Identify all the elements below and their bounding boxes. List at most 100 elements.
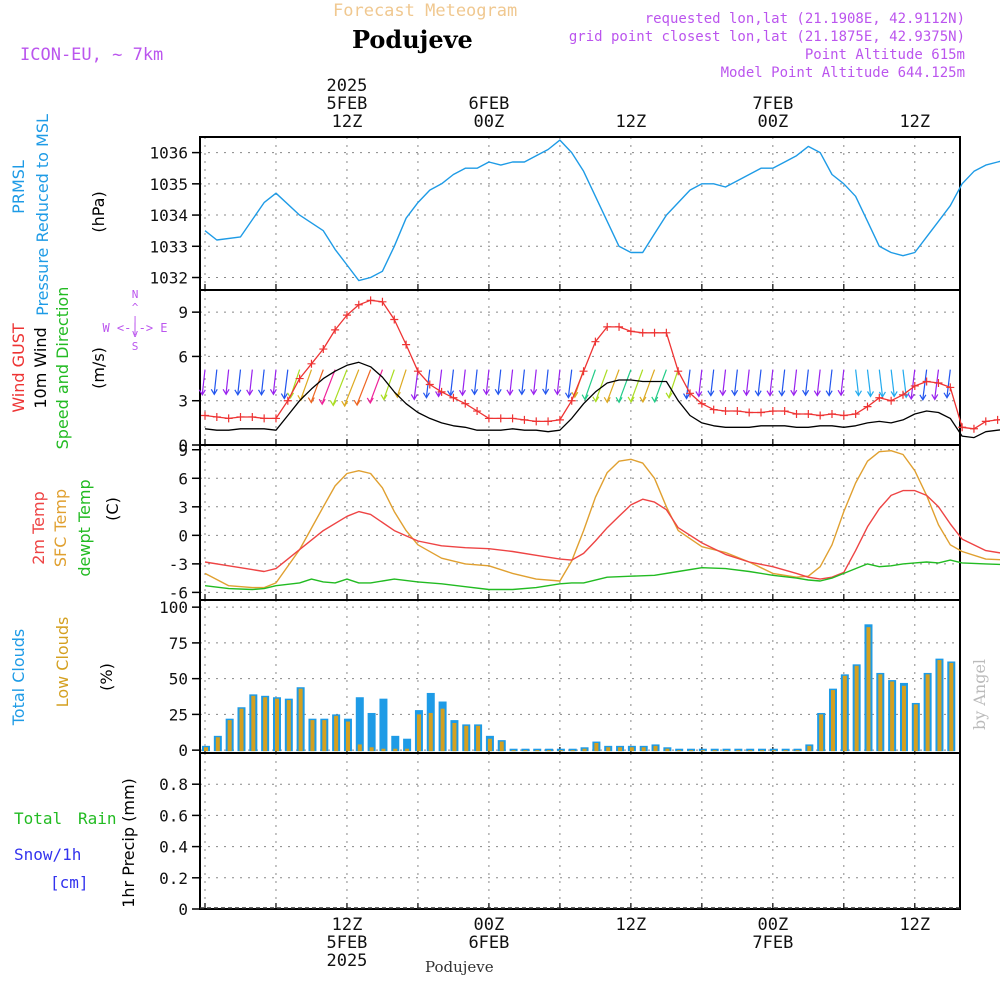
- temp-sfc-label: SFC Temp: [51, 489, 70, 567]
- gust-marker: [354, 300, 363, 309]
- bottom-time-label: 12Z: [899, 915, 930, 935]
- total-rain-label-2: Rain: [78, 809, 117, 828]
- total-cloud-bar: [403, 738, 412, 752]
- total-cloud-bar: [722, 748, 731, 752]
- gust-marker: [402, 340, 411, 349]
- total-cloud-bar: [355, 697, 364, 752]
- panel-frame: [199, 752, 961, 910]
- total-cloud-bar: [509, 748, 518, 752]
- wind-direction-arrow: [825, 369, 833, 397]
- arrow-shaft: [237, 369, 242, 394]
- arrow-head: [890, 391, 898, 398]
- arrow-head: [719, 389, 727, 397]
- clouds-unit: (%): [97, 663, 116, 691]
- wind-direction-arrow: [742, 369, 750, 397]
- y-tick-label: -6: [169, 583, 188, 602]
- arrow-head: [447, 390, 455, 397]
- bottom-time-label: 2025: [326, 951, 367, 971]
- arrow-head: [651, 396, 659, 404]
- y-tick-label: -3: [169, 555, 188, 574]
- arrow-shaft: [556, 369, 561, 394]
- wind-direction-arrow: [627, 369, 644, 404]
- y-tick-label: 1035: [149, 175, 188, 194]
- gust-marker: [887, 396, 896, 405]
- arrow-head: [837, 389, 845, 397]
- arrow-shaft: [866, 369, 872, 396]
- low-cloud-bar: [322, 720, 327, 752]
- y-tick-label: 6: [178, 469, 188, 488]
- wind-direction-arrow: [257, 369, 266, 396]
- gust-marker: [650, 328, 659, 337]
- top-time-label: 12Z: [332, 112, 363, 132]
- wind-direction-arrow: [471, 369, 479, 396]
- low-cloud-bar: [381, 748, 386, 752]
- low-cloud-bar: [760, 750, 765, 752]
- arrow-head: [257, 389, 266, 396]
- low-cloud-bar: [665, 748, 670, 752]
- total-cloud-bar: [675, 748, 684, 752]
- gust-marker: [875, 393, 884, 402]
- gust-marker: [449, 393, 458, 402]
- wind-direction-arrow: [778, 369, 786, 397]
- wind-direction-arrow: [790, 369, 798, 397]
- low-cloud-bar: [689, 750, 694, 752]
- wind-direction-arrow: [802, 369, 810, 397]
- top-time-label: 7FEB: [752, 94, 793, 114]
- arrow-head: [553, 389, 561, 396]
- arrow-shaft: [769, 369, 774, 395]
- wind-direction-arrow: [518, 369, 526, 396]
- total-cloud-bar: [521, 748, 530, 752]
- arrow-shaft: [902, 369, 907, 397]
- gust-marker: [437, 387, 446, 396]
- y-tick-label: 1036: [149, 144, 188, 163]
- gust-marker: [520, 415, 529, 424]
- gust-marker: [212, 412, 221, 421]
- temp-unit: (C): [103, 497, 122, 521]
- low-cloud-bar: [357, 744, 362, 752]
- low-cloud-bar: [286, 700, 291, 752]
- arrow-head: [754, 390, 762, 397]
- arrow-head: [210, 389, 218, 396]
- top-time-label: 12Z: [899, 112, 930, 132]
- arrow-shaft: [344, 369, 360, 406]
- arrow-head: [318, 398, 326, 406]
- arrow-shaft: [722, 369, 727, 395]
- arrow-head: [280, 393, 288, 400]
- wind-direction-arrow: [766, 369, 774, 397]
- low-cloud-bar: [653, 745, 658, 752]
- low-cloud-bar: [830, 690, 835, 752]
- arrow-head: [615, 396, 623, 404]
- gust-marker: [532, 417, 541, 426]
- y-tick-label: 9: [178, 303, 188, 322]
- arrow-shaft: [618, 369, 632, 402]
- y-tick-label: 3: [178, 498, 188, 517]
- arrow-shaft: [449, 369, 455, 395]
- arrow-shaft: [840, 369, 845, 395]
- gust-marker: [898, 390, 907, 399]
- total-cloud-bar: [568, 748, 577, 752]
- total-cloud-bar: [391, 735, 400, 752]
- arrow-shaft: [497, 369, 502, 394]
- total-cloud-bar: [781, 748, 790, 752]
- arrow-head: [234, 389, 242, 396]
- low-cloud-bar: [499, 741, 504, 752]
- arrow-shaft: [855, 369, 860, 395]
- gust-marker: [768, 407, 777, 416]
- low-cloud-bar: [428, 712, 433, 752]
- gust-marker: [626, 327, 635, 336]
- arrow-shaft: [225, 369, 230, 394]
- low-cloud-bar: [464, 725, 469, 752]
- low-cloud-bar: [890, 681, 895, 752]
- total-rain-label: Total: [14, 809, 62, 828]
- total-cloud-bar: [367, 712, 376, 752]
- arrow-head: [665, 392, 673, 399]
- y-tick-label: 0: [178, 900, 188, 919]
- gust-marker: [993, 415, 1000, 424]
- top-time-label: 12Z: [616, 112, 647, 132]
- gust-marker: [236, 412, 245, 421]
- arrow-shaft: [910, 369, 916, 399]
- wind-direction-arrow: [919, 369, 928, 402]
- low-cloud-bar: [535, 750, 540, 752]
- gust-marker: [484, 414, 493, 423]
